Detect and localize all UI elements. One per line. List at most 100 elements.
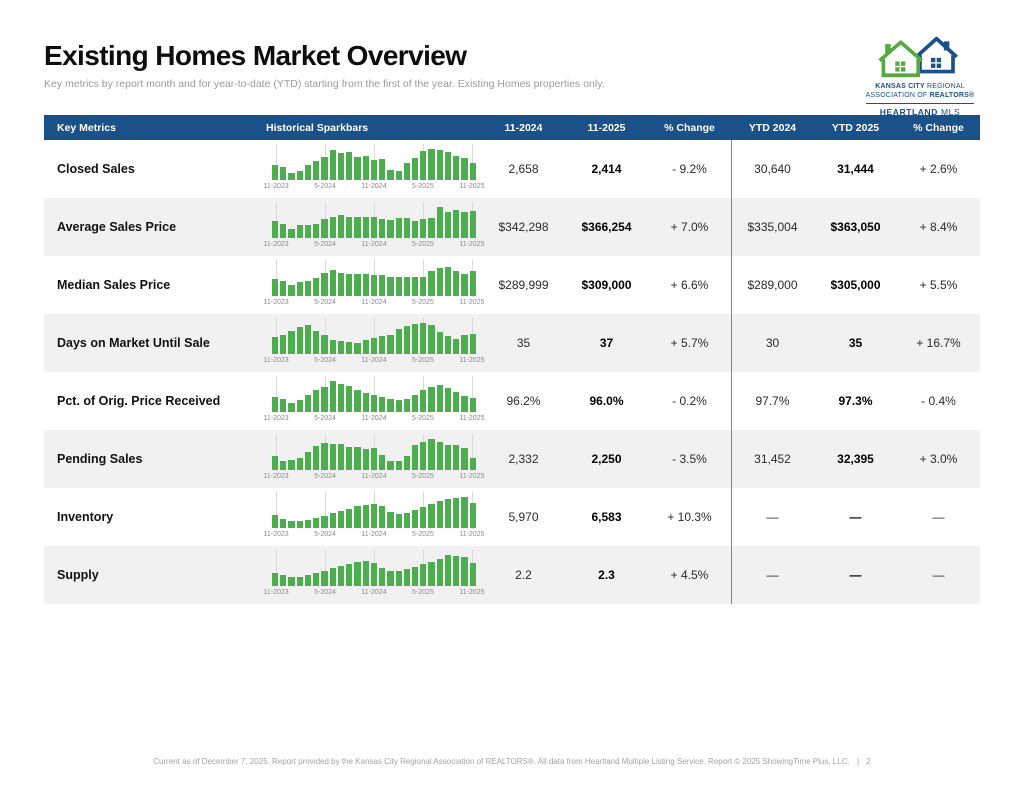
spark-bar (379, 336, 386, 354)
spark-bar (395, 513, 402, 528)
spark-axis-label: 5-2025 (412, 415, 434, 422)
ytd-prev-value: 97.7% (755, 394, 790, 408)
table-row-average-sales-price: Average Sales Price 11-2023 5-2024 11-2024… (44, 198, 980, 256)
spark-bars (272, 323, 476, 354)
ytd-change-value: — (932, 510, 945, 524)
spark-bar (436, 501, 443, 528)
spark-bar (403, 217, 410, 238)
ytd-prev-value: 30 (765, 336, 780, 350)
spark-bar (329, 512, 336, 528)
spark-bar (461, 273, 468, 296)
sparkbar-chart: 11-2023 5-2024 11-2024 5-2025 11-2025 (263, 140, 484, 198)
spark-bar (304, 324, 312, 354)
spark-bar (461, 335, 468, 354)
ytd-prev-value: $335,004 (747, 220, 798, 234)
spark-bar (296, 457, 303, 470)
spark-bar (346, 508, 353, 528)
ytd-change-value: + 2.6% (919, 162, 958, 176)
spark-axis-label: 11-2024 (361, 531, 387, 538)
spark-bar (288, 229, 295, 238)
spark-bar (469, 398, 476, 412)
spark-bar (288, 460, 295, 470)
spark-bar (329, 568, 336, 586)
spark-axis-label: 11-2024 (361, 183, 387, 190)
metric-name: Supply (57, 568, 99, 582)
spark-bar (280, 166, 287, 180)
spark-bar (272, 456, 279, 470)
spark-bar (313, 330, 320, 354)
table-body: Closed Sales 11-2023 5-2024 11-2024 5-2025 1… (44, 140, 980, 604)
spark-bar (321, 515, 328, 528)
header-key-metrics: Key Metrics (57, 121, 116, 134)
spark-bar (461, 497, 468, 528)
spark-axis-label: 5-2024 (314, 299, 336, 306)
page-title: Existing Homes Market Overview (44, 40, 467, 71)
spark-bar (411, 566, 419, 586)
month-curr-value: 37 (599, 336, 614, 350)
spark-bar (411, 445, 419, 470)
spark-bar (362, 340, 369, 354)
spark-axis-label: 11-2025 (459, 473, 485, 480)
spark-axis-label: 11-2025 (459, 299, 485, 306)
metric-name: Pct. of Orig. Price Received (57, 394, 221, 408)
spark-bars (272, 381, 476, 412)
spark-bar (428, 324, 435, 354)
spark-bar (280, 281, 287, 296)
spark-bar (329, 381, 336, 412)
spark-bar (395, 400, 402, 412)
spark-bar (379, 218, 386, 238)
spark-axis-labels: 11-2023 5-2024 11-2024 5-2025 11-2025 (263, 473, 484, 482)
sparkbar-chart: 11-2023 5-2024 11-2024 5-2025 11-2025 (263, 430, 484, 488)
month-prev-value: 2,658 (508, 162, 539, 176)
table-row-pct-orig-price: Pct. of Orig. Price Received 11-2023 5-20… (44, 372, 980, 430)
sparkbar-chart: 11-2023 5-2024 11-2024 5-2025 11-2025 (263, 198, 484, 256)
spark-bar (304, 519, 312, 528)
header-ytd-curr: YTD 2025 (831, 121, 880, 134)
spark-bar (280, 518, 287, 528)
spark-bar (272, 336, 279, 354)
spark-bar (444, 444, 452, 470)
ytd-change-value: - 0.4% (921, 394, 956, 408)
header-ytd-change: % Change (913, 121, 964, 134)
spark-bar (354, 562, 361, 586)
spark-bar (362, 561, 369, 586)
header-month-change: % Change (664, 121, 715, 134)
spark-bar (461, 448, 468, 470)
spark-axis-label: 5-2024 (314, 589, 336, 596)
metrics-table: Key Metrics Historical Sparkbars 11-2024… (44, 115, 980, 604)
metric-name: Inventory (57, 510, 114, 524)
spark-bar (461, 395, 468, 412)
spark-bar (272, 572, 279, 586)
month-curr-value: $366,254 (581, 220, 632, 234)
spark-axis-label: 5-2025 (412, 241, 434, 248)
spark-bar (411, 394, 419, 412)
spark-axis-label: 5-2025 (412, 589, 434, 596)
spark-axis-labels: 11-2023 5-2024 11-2024 5-2025 11-2025 (263, 241, 484, 250)
spark-bar (313, 160, 320, 180)
spark-bar (411, 323, 419, 354)
spark-bar (296, 224, 303, 238)
spark-bar (296, 521, 303, 528)
metric-name: Days on Market Until Sale (57, 336, 210, 350)
spark-bar (354, 216, 361, 238)
spark-bar (272, 278, 279, 296)
ytd-change-value: + 3.0% (919, 452, 958, 466)
spark-bar (337, 153, 345, 180)
spark-bar (469, 210, 476, 238)
table-row-closed-sales: Closed Sales 11-2023 5-2024 11-2024 5-2025 1… (44, 140, 980, 198)
spark-bar (313, 445, 320, 470)
spark-bar (304, 165, 312, 180)
ytd-curr-value: — (849, 510, 862, 524)
spark-axis-label: 11-2024 (361, 241, 387, 248)
spark-bar (370, 216, 378, 238)
spark-bar (321, 218, 328, 238)
month-curr-value: 2.3 (598, 568, 615, 582)
spark-bars (272, 555, 476, 586)
spark-bar (346, 274, 353, 296)
ytd-change-value: — (932, 568, 945, 582)
ytd-prev-value: — (766, 510, 779, 524)
sparkbar-chart: 11-2023 5-2024 11-2024 5-2025 11-2025 (263, 488, 484, 546)
ytd-curr-value: 31,444 (837, 162, 874, 176)
spark-bar (387, 511, 394, 528)
spark-bar (346, 385, 353, 412)
